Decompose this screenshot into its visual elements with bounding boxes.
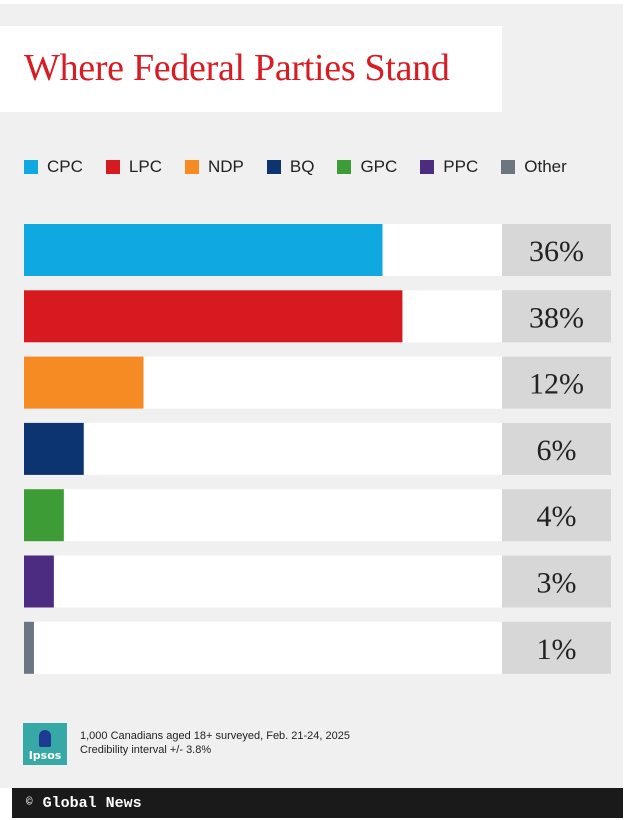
legend-label: CPC xyxy=(47,157,83,176)
legend-item-ppc: PPC xyxy=(420,157,478,177)
legend-label: LPC xyxy=(128,157,162,176)
legend-swatch xyxy=(337,160,352,174)
title-box xyxy=(0,26,502,112)
legend-item-bq: BQ xyxy=(266,157,315,177)
bar-ppc xyxy=(24,555,54,608)
value-box xyxy=(502,356,611,409)
bar-lpc xyxy=(24,290,403,343)
bar-bq xyxy=(24,422,84,475)
bar-gpc xyxy=(24,489,64,542)
value-box xyxy=(502,489,611,542)
bar-track xyxy=(24,489,502,542)
survey-notes: 1,000 Canadians aged 18+ surveyed, Feb. … xyxy=(80,729,350,757)
value-box xyxy=(502,422,611,475)
credibility-note: Credibility interval +/- 3.8% xyxy=(80,744,212,756)
bar-chart: 36% 38% 12% 6% 4% 3% 1% xyxy=(24,224,611,674)
bar-other xyxy=(24,621,34,674)
value-label-bq: 6% xyxy=(537,434,577,467)
bar-track xyxy=(24,422,502,475)
bar-track xyxy=(24,621,502,674)
value-box xyxy=(502,555,611,608)
footer-brand: Global News xyxy=(42,794,142,812)
legend-swatch xyxy=(24,160,38,174)
legend-label: NDP xyxy=(207,157,244,176)
legend-label: BQ xyxy=(289,157,315,176)
legend-swatch xyxy=(184,160,199,174)
legend-item-cpc: CPC xyxy=(24,157,83,177)
legend-item-gpc: GPC xyxy=(337,157,397,177)
chart-title: Where Federal Parties Stand xyxy=(24,47,450,89)
footer-bar: © Global News xyxy=(12,788,623,818)
value-box xyxy=(502,224,611,276)
legend-label: GPC xyxy=(360,157,398,176)
bar-ndp xyxy=(24,356,144,409)
legend-swatch xyxy=(266,160,281,174)
legend-label: Other xyxy=(524,157,567,176)
bar-cpc xyxy=(24,224,383,276)
value-label-gpc: 4% xyxy=(537,500,577,533)
value-label-ndp: 12% xyxy=(529,368,584,401)
legend-swatch xyxy=(420,160,435,174)
value-box xyxy=(502,290,611,343)
legend-swatch xyxy=(105,160,120,174)
ipsos-logo-mark xyxy=(39,730,51,747)
legend-item-other: Other xyxy=(501,157,567,177)
value-label-other: 1% xyxy=(537,633,577,666)
legend-item-lpc: LPC xyxy=(105,157,162,177)
value-label-cpc: 36% xyxy=(529,235,584,268)
chart-legend: CPC LPC NDP BQ GPC PPC Other xyxy=(24,155,567,179)
value-label-lpc: 38% xyxy=(529,301,584,334)
value-box xyxy=(502,621,611,674)
legend-item-ndp: NDP xyxy=(184,157,244,177)
copyright-symbol: © xyxy=(26,797,33,809)
ipsos-logo-text: Ipsos xyxy=(28,749,62,762)
ipsos-logo: Ipsos xyxy=(23,723,67,765)
legend-swatch xyxy=(501,160,516,174)
value-label-ppc: 3% xyxy=(537,567,577,600)
survey-sample-note: 1,000 Canadians aged 18+ surveyed, Feb. … xyxy=(80,730,351,742)
legend-label: PPC xyxy=(443,157,479,176)
bar-track xyxy=(24,555,502,608)
